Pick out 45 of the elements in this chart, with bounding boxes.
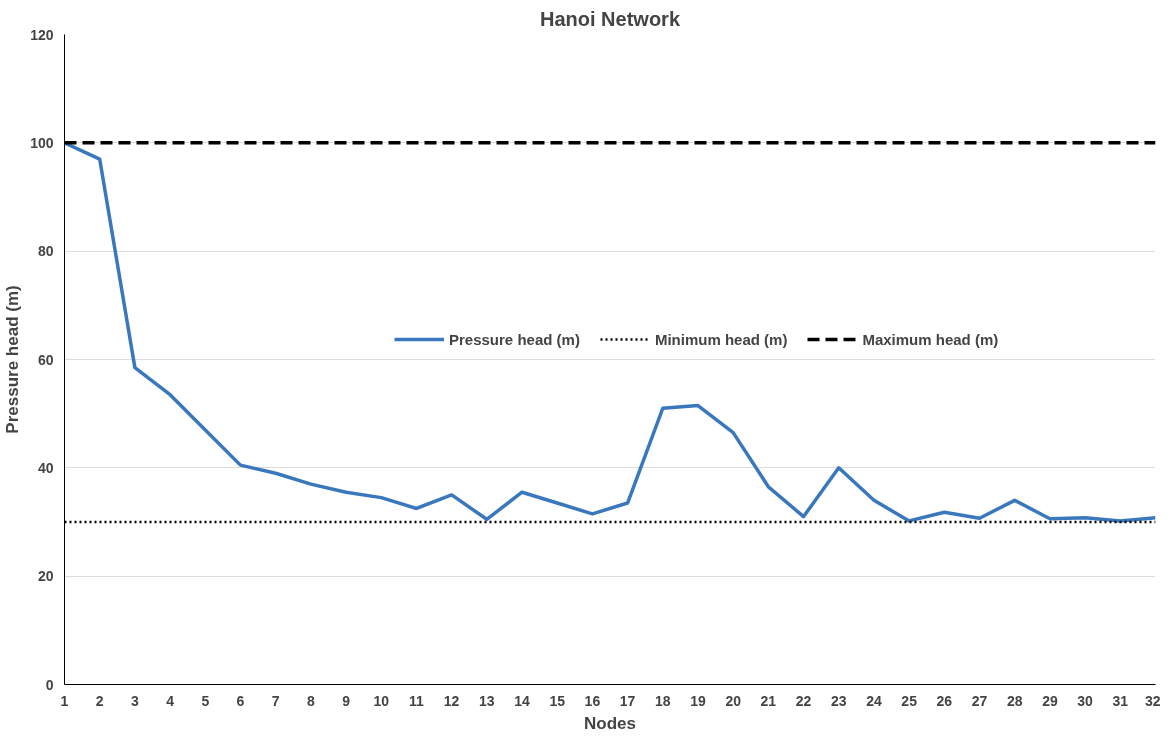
y-axis-title: Pressure head (m) xyxy=(3,285,23,434)
legend-label: Pressure head (m) xyxy=(449,330,580,348)
x-tick-label: 30 xyxy=(1077,692,1094,709)
legend-label: Minimum head (m) xyxy=(654,330,788,348)
x-tick-label: 27 xyxy=(971,692,988,709)
x-tick-label: 10 xyxy=(373,692,390,709)
x-tick-label: 6 xyxy=(236,692,245,709)
y-tick-label: 20 xyxy=(37,568,54,585)
x-tick-label: 31 xyxy=(1112,692,1129,709)
x-tick-label: 15 xyxy=(549,692,566,709)
y-tick-label: 120 xyxy=(30,26,54,43)
y-tick-label: 100 xyxy=(30,134,54,151)
chart-title: Hanoi Network xyxy=(539,7,681,30)
x-tick-label: 28 xyxy=(1006,692,1023,709)
x-tick-label: 12 xyxy=(443,692,460,709)
y-tick-label: 40 xyxy=(37,459,54,476)
x-tick-label: 23 xyxy=(830,692,847,709)
x-tick-label: 5 xyxy=(201,692,210,709)
y-tick-label: 80 xyxy=(37,243,54,260)
y-tick-label: 60 xyxy=(37,351,54,368)
x-tick-label: 13 xyxy=(479,692,495,709)
x-tick-label: 4 xyxy=(166,692,175,709)
x-tick-label: 1 xyxy=(60,692,69,709)
x-tick-label: 8 xyxy=(306,692,315,709)
x-tick-label: 20 xyxy=(725,692,742,709)
x-tick-label: 16 xyxy=(584,692,601,709)
x-tick-label: 29 xyxy=(1042,692,1058,709)
x-axis-title: Nodes xyxy=(584,713,636,733)
x-tick-label: 19 xyxy=(690,692,706,709)
x-tick-label: 14 xyxy=(514,692,531,709)
x-tick-label: 18 xyxy=(655,692,671,709)
x-tick-label: 21 xyxy=(760,692,777,709)
legend-label: Maximum head (m) xyxy=(862,330,999,348)
x-tick-label: 9 xyxy=(342,692,351,709)
x-tick-label: 2 xyxy=(95,692,104,709)
x-tick-label: 25 xyxy=(901,692,918,709)
x-tick-label: 3 xyxy=(130,692,139,709)
x-tick-label: 11 xyxy=(409,692,425,709)
x-tick-label: 22 xyxy=(795,692,812,709)
y-tick-label: 0 xyxy=(45,676,54,693)
x-tick-label: 32 xyxy=(1144,692,1161,709)
x-tick-label: 17 xyxy=(619,692,636,709)
x-tick-label: 7 xyxy=(271,692,280,709)
x-tick-label: 26 xyxy=(936,692,953,709)
x-tick-label: 24 xyxy=(866,692,882,709)
